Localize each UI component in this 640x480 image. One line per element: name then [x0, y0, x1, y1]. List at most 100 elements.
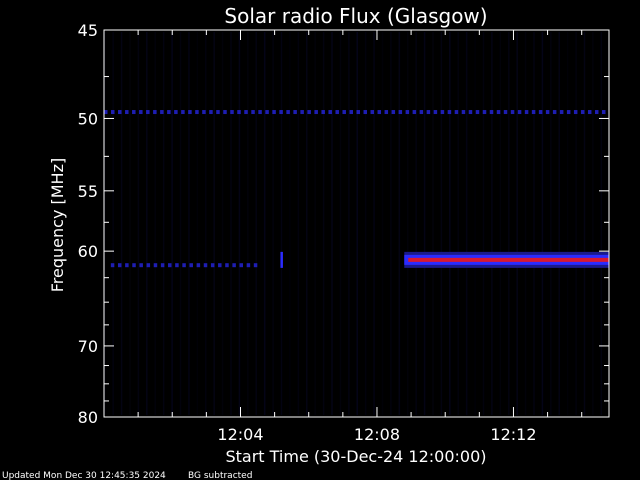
band-segment — [559, 110, 564, 115]
band-segment — [503, 110, 508, 115]
background-stripe — [583, 32, 586, 415]
band-segment — [433, 110, 438, 115]
background-stripe — [297, 32, 300, 415]
band-segment — [182, 263, 186, 268]
band-segment — [307, 110, 311, 115]
y-tick-label: 70 — [78, 337, 98, 356]
band-segment — [363, 110, 368, 115]
band-segment — [531, 110, 536, 115]
band-segment — [258, 110, 262, 115]
band-segment — [239, 263, 244, 268]
background-stripe — [491, 32, 493, 415]
background-stripe — [575, 32, 577, 415]
background-stripe — [221, 32, 224, 415]
band-segment — [496, 110, 501, 115]
band-segment — [300, 110, 304, 115]
background-stripe — [423, 32, 426, 415]
band-segment — [391, 110, 396, 115]
background-stripe — [465, 32, 468, 415]
band-segment — [160, 110, 164, 115]
band-segment — [573, 110, 578, 115]
x-tick-label: 12:08 — [354, 425, 400, 444]
background-stripe — [381, 32, 384, 415]
x-tick-label: 12:04 — [217, 425, 263, 444]
background-stripe — [541, 32, 544, 415]
background-stripe — [280, 32, 283, 415]
band-segment — [153, 110, 157, 115]
background-stripe — [137, 32, 140, 415]
axis-ticks: 45 50 55 60 70 80 12:04 12:08 12:12 — [78, 21, 609, 444]
background-stripe — [230, 32, 232, 415]
background-stripe — [533, 32, 535, 415]
band-segment — [587, 110, 592, 115]
band-segment — [377, 110, 382, 115]
band-segment — [475, 110, 480, 115]
band-core — [408, 257, 609, 262]
band-segment — [335, 110, 339, 115]
band-segment — [189, 263, 193, 268]
background-stripe — [129, 32, 131, 415]
band-segment — [251, 110, 255, 115]
background-stripe — [104, 32, 106, 415]
y-tick-label: 80 — [78, 408, 98, 427]
background-stripe — [516, 32, 518, 415]
band-segment — [175, 263, 179, 268]
band-segment — [253, 263, 258, 268]
background-stripe — [449, 32, 451, 415]
band-segment — [538, 110, 543, 115]
band-segment — [216, 110, 220, 115]
background-stripe — [415, 32, 417, 415]
band-segment — [601, 110, 606, 115]
band-segment — [139, 263, 143, 268]
background-stripe — [339, 32, 342, 415]
x-axis-label: Start Time (30-Dec-24 12:00:00) — [225, 447, 486, 466]
band-segment — [168, 263, 172, 268]
band-segment — [117, 263, 122, 268]
band-segment — [524, 110, 529, 115]
band-segment — [552, 110, 557, 115]
band-segment — [153, 263, 158, 268]
band-segment — [125, 110, 129, 115]
band-segment — [405, 110, 410, 115]
background-stripe — [331, 32, 333, 415]
band-segment — [167, 110, 171, 115]
band-segment — [132, 263, 136, 268]
band-segment — [223, 110, 227, 115]
band-segment — [356, 110, 360, 115]
background-stripe — [314, 32, 316, 415]
band-segment — [195, 110, 199, 115]
chart-title: Solar radio Flux (Glasgow) — [224, 4, 487, 28]
background-stripe — [524, 32, 527, 415]
band-segment — [230, 110, 234, 115]
background-stripe — [188, 32, 190, 415]
band-segment — [181, 110, 185, 115]
band-segment — [111, 110, 115, 115]
band-segment — [321, 110, 325, 115]
band-segment — [489, 110, 494, 115]
background-stripe — [154, 32, 156, 415]
band-segment — [419, 110, 424, 115]
band-segment — [202, 110, 206, 115]
background-stripe — [255, 32, 257, 415]
background-stripe — [213, 32, 215, 415]
spike-mark — [280, 251, 283, 268]
background-stripe — [457, 32, 459, 415]
background-stripe — [373, 32, 375, 415]
band-segment — [426, 110, 431, 115]
band-segment — [225, 263, 229, 268]
y-tick-label: 55 — [78, 182, 98, 201]
background-stripe — [322, 32, 325, 415]
band-segment — [246, 263, 251, 268]
background-stripe — [263, 32, 266, 415]
background-stripe — [272, 32, 274, 415]
background-stripe — [407, 32, 409, 415]
band-segment — [232, 263, 236, 268]
y-axis-label: Frequency [MHz] — [48, 158, 67, 292]
band-segment — [188, 110, 192, 115]
background-stripe — [205, 32, 207, 415]
y-tick-label: 45 — [78, 21, 98, 40]
band-segment — [349, 110, 353, 115]
background-stripe — [482, 32, 485, 415]
band-segment — [580, 110, 585, 115]
